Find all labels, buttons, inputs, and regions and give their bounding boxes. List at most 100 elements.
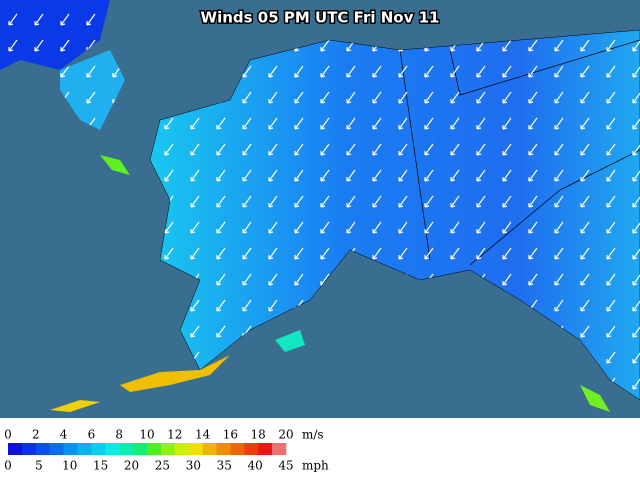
color-swatch: [133, 443, 148, 455]
wind-arrow: [476, 143, 486, 156]
wind-arrow: [320, 195, 330, 208]
color-swatch: [105, 443, 120, 455]
color-swatch: [147, 443, 162, 455]
color-swatch: [230, 443, 245, 455]
wind-arrow: [502, 273, 512, 286]
wind-arrow: [320, 169, 330, 182]
wind-arrow: [606, 351, 616, 364]
wind-arrow: [554, 247, 564, 260]
wind-arrow: [554, 299, 564, 312]
wind-arrow: [580, 299, 590, 312]
wind-arrow: [528, 247, 538, 260]
wind-arrow: [450, 65, 460, 78]
wind-arrow: [268, 143, 278, 156]
ms-tick-label: 12: [167, 428, 182, 442]
wind-arrow: [294, 169, 304, 182]
wind-arrow: [502, 169, 512, 182]
wind-arrow: [242, 273, 252, 286]
wind-arrow: [320, 247, 330, 260]
wind-arrow: [60, 13, 70, 26]
wind-arrow: [164, 143, 174, 156]
wind-arrow: [554, 169, 564, 182]
color-swatch: [77, 443, 92, 455]
wind-arrow: [268, 91, 278, 104]
wind-arrow: [476, 247, 486, 260]
wind-arrow: [346, 221, 356, 234]
wind-arrow: [580, 221, 590, 234]
wind-arrow: [502, 65, 512, 78]
wind-arrow: [502, 221, 512, 234]
mph-tick-label: 45: [278, 459, 293, 473]
wind-arrow: [476, 91, 486, 104]
wind-arrow: [320, 143, 330, 156]
wind-arrow: [242, 117, 252, 130]
wind-arrow: [294, 195, 304, 208]
wind-arrow: [606, 299, 616, 312]
wind-arrow: [398, 117, 408, 130]
islands: [50, 400, 100, 412]
wind-arrow: [580, 143, 590, 156]
color-swatch: [216, 443, 231, 455]
color-swatch: [35, 443, 50, 455]
wind-arrow: [554, 143, 564, 156]
wind-arrow: [8, 39, 18, 52]
wind-arrow: [346, 195, 356, 208]
wind-arrow: [450, 143, 460, 156]
wind-arrow: [242, 247, 252, 260]
wind-arrow: [528, 39, 538, 52]
wind-arrow: [346, 143, 356, 156]
wind-arrow: [528, 169, 538, 182]
wind-arrow: [398, 195, 408, 208]
wind-arrow: [216, 143, 226, 156]
wind-arrow: [190, 325, 200, 338]
wind-arrow: [372, 65, 382, 78]
siberia: [0, 0, 110, 70]
wind-arrow: [190, 221, 200, 234]
wind-arrow: [606, 221, 616, 234]
wind-arrow: [450, 117, 460, 130]
wind-arrow: [8, 13, 18, 26]
wind-arrow: [320, 39, 330, 52]
wind-arrow: [372, 169, 382, 182]
wind-arrow: [268, 221, 278, 234]
wind-arrow: [164, 169, 174, 182]
wind-arrow: [242, 221, 252, 234]
wind-arrow: [398, 143, 408, 156]
wind-arrow: [86, 65, 96, 78]
ms-tick-label: 16: [223, 428, 238, 442]
wind-arrow: [580, 325, 590, 338]
color-swatch: [119, 443, 134, 455]
wind-arrow: [606, 39, 616, 52]
wind-arrow: [554, 39, 564, 52]
wind-arrow: [580, 65, 590, 78]
wind-arrow: [372, 143, 382, 156]
wind-arrow: [424, 169, 434, 182]
ms-tick-label: 10: [139, 428, 154, 442]
wind-arrow: [424, 195, 434, 208]
ms-tick-label: 6: [88, 428, 96, 442]
wind-arrow: [372, 195, 382, 208]
wind-arrow: [476, 221, 486, 234]
ms-unit: m/s: [302, 428, 324, 442]
wind-arrow: [242, 91, 252, 104]
chukotka: [60, 50, 125, 130]
wind-arrow: [424, 247, 434, 260]
ms-tick-label: 18: [251, 428, 266, 442]
wind-arrow: [476, 65, 486, 78]
kodiak: [275, 330, 305, 352]
wind-arrow: [190, 195, 200, 208]
wind-arrow: [242, 169, 252, 182]
wind-arrow: [580, 169, 590, 182]
wind-arrow: [294, 65, 304, 78]
ms-tick-label: 0: [4, 428, 12, 442]
wind-arrow: [580, 91, 590, 104]
wind-arrow: [424, 65, 434, 78]
wind-arrow: [554, 195, 564, 208]
wind-arrow: [294, 117, 304, 130]
wind-arrow: [450, 91, 460, 104]
wind-arrow: [606, 117, 616, 130]
wind-arrow: [502, 247, 512, 260]
color-swatch: [91, 443, 106, 455]
wind-arrow: [164, 117, 174, 130]
